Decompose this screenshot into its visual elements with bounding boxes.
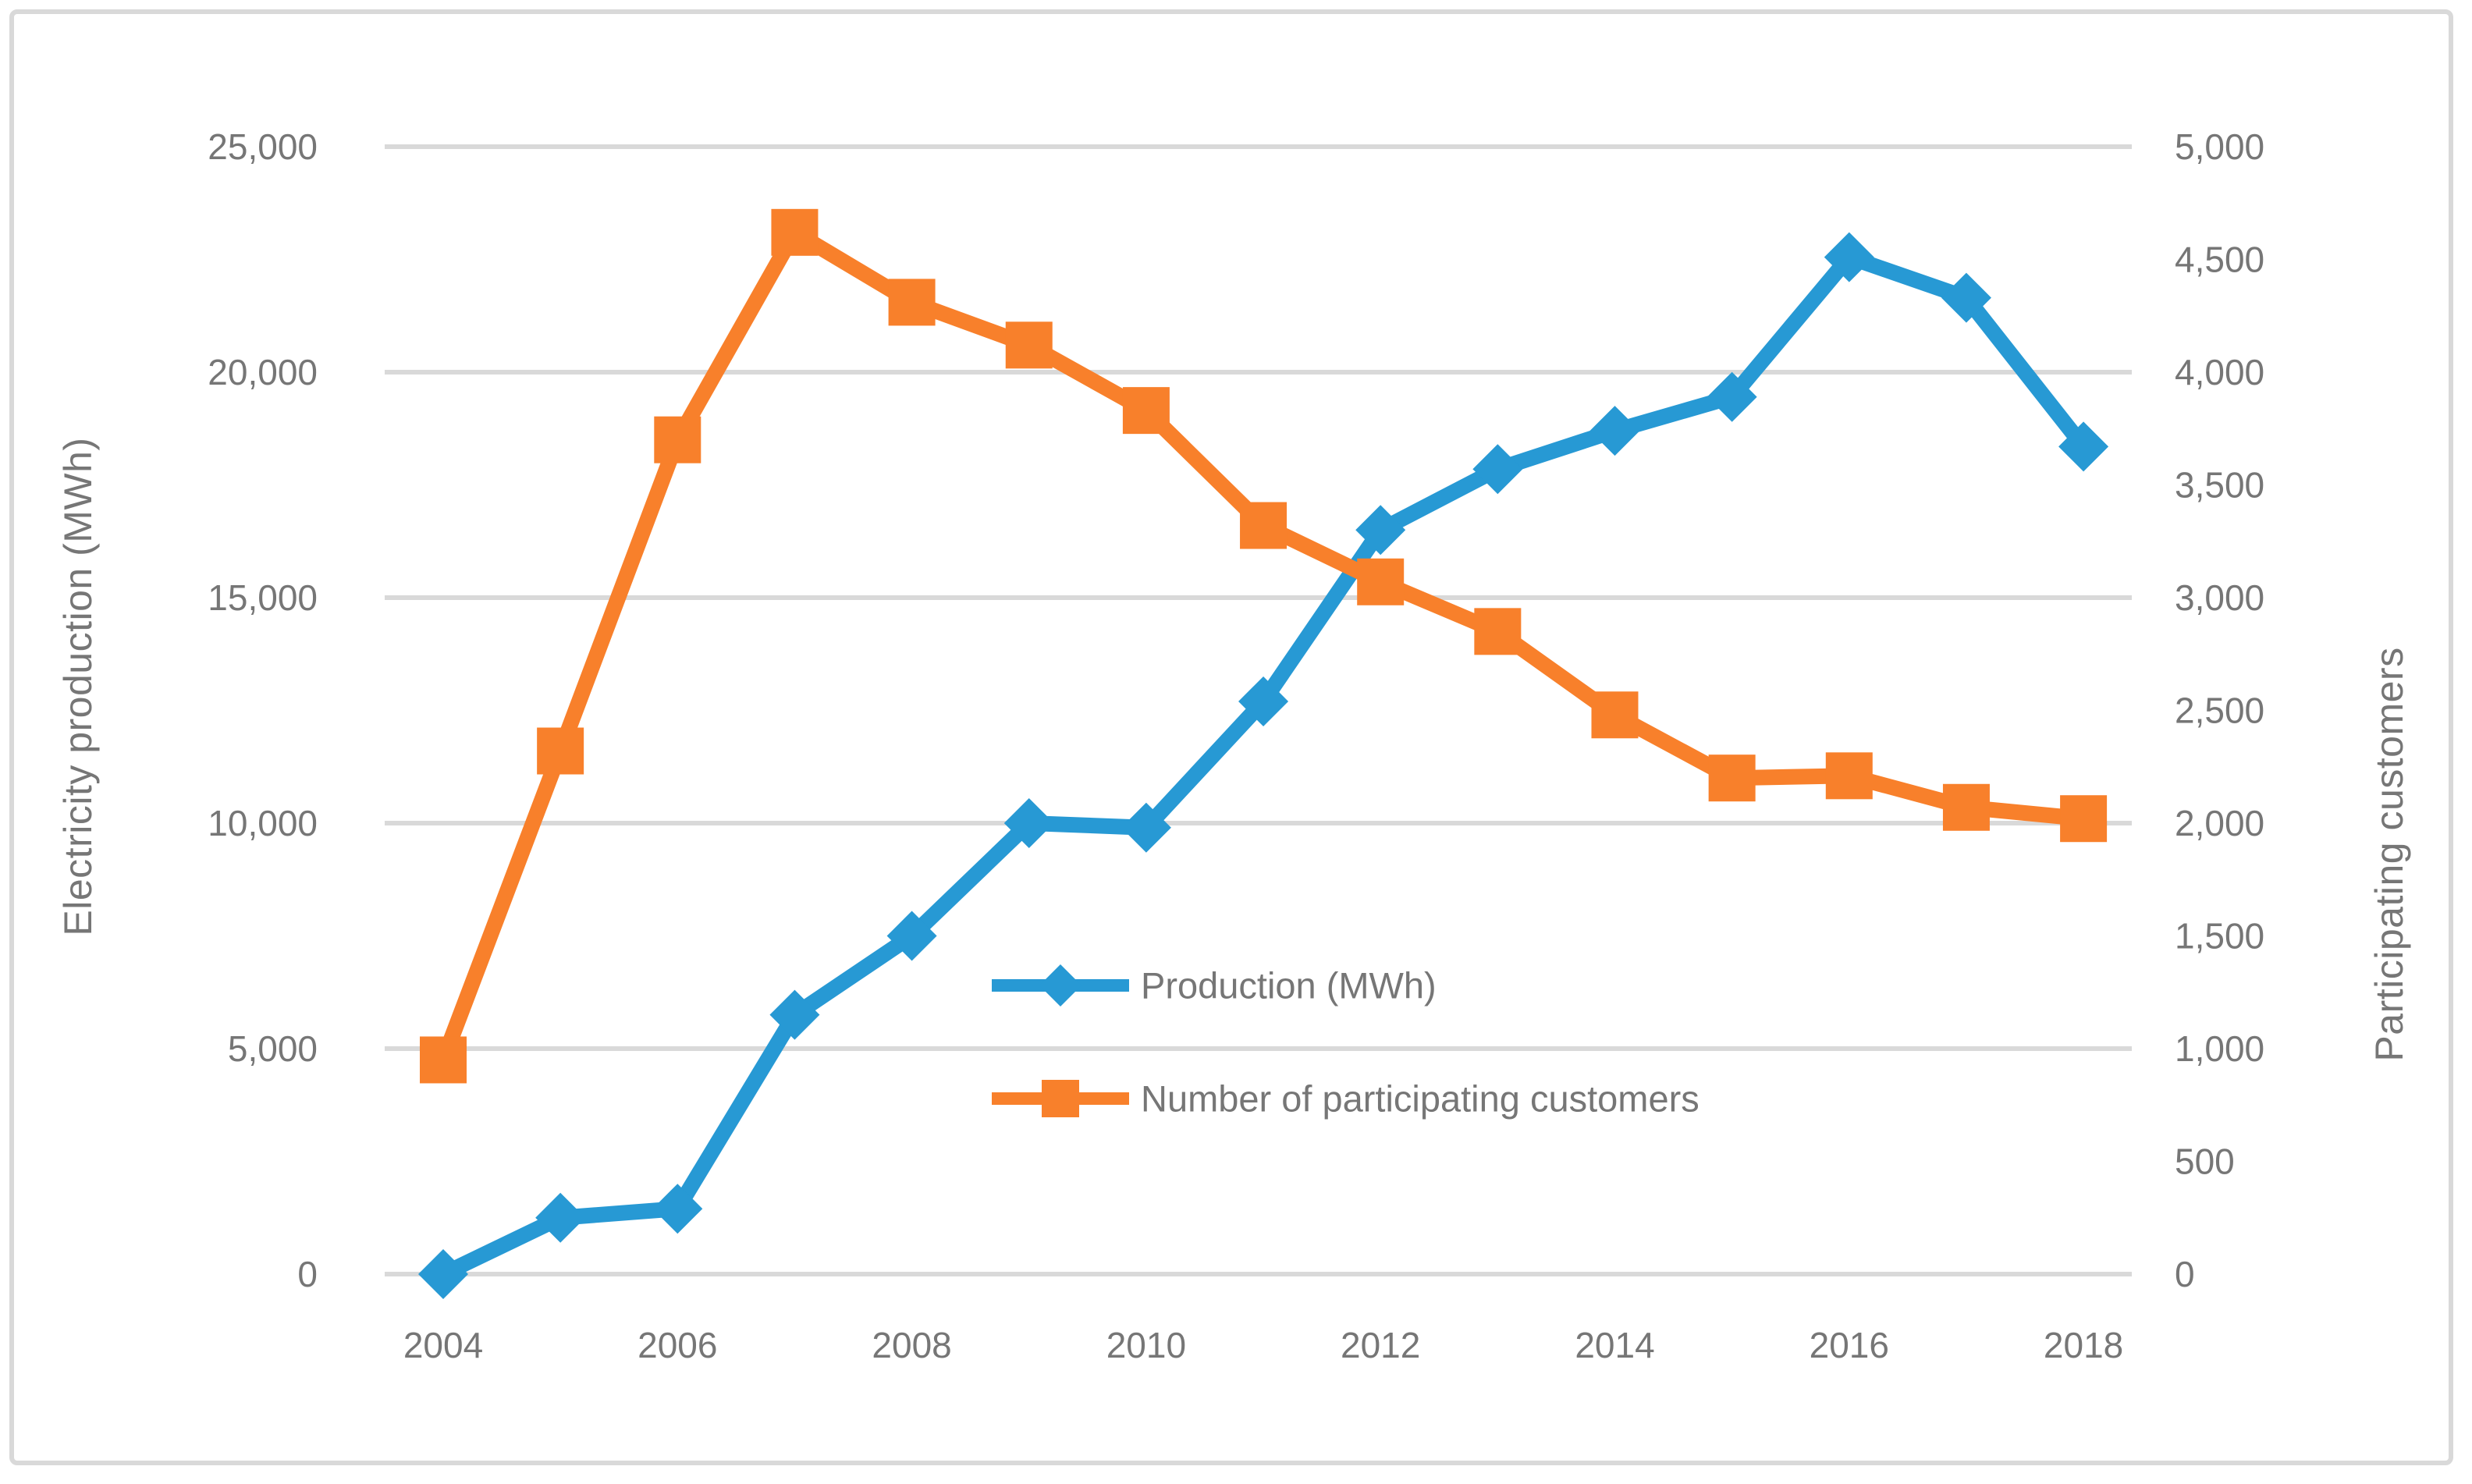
left-axis-title: Electricity production (MWh) [56, 437, 100, 936]
right-axis-tick-labels: 0 500 1,000 1,500 2,000 2,500 3,000 3,500 4,000 4… [2175, 126, 2264, 1294]
right-tick-label: 1,500 [2175, 916, 2264, 957]
data-point-diamond [886, 911, 937, 961]
right-axis-title: Participating customers [2367, 647, 2411, 1062]
series-lines [418, 208, 2109, 1299]
x-tick-label: 2012 [1341, 1325, 1420, 1365]
data-point-square [1825, 752, 1873, 800]
data-point-square [2060, 795, 2108, 843]
data-point-square [1240, 502, 1288, 549]
x-tick-label: 2018 [2044, 1325, 2123, 1365]
data-point-diamond [1472, 444, 1523, 495]
data-point-square [1005, 321, 1053, 369]
data-point-diamond [1238, 676, 1289, 726]
series-line-square [435, 221, 2085, 1063]
x-axis-tick-labels: 2004 2006 2008 2010 2012 2014 2016 2018 [403, 1325, 2123, 1365]
legend-diamond-icon [1039, 964, 1082, 1006]
data-point-diamond [1121, 802, 1171, 853]
gridlines [385, 144, 2132, 1276]
data-point-square [1942, 783, 1990, 831]
data-point-diamond [1589, 406, 1640, 456]
right-tick-label: 2,000 [2175, 803, 2264, 843]
data-point-square [888, 279, 936, 326]
data-point-square [771, 208, 819, 256]
right-tick-label: 1,000 [2175, 1028, 2264, 1069]
figure-border [9, 9, 2453, 1465]
data-point-diamond [1824, 232, 1874, 282]
data-point-square [537, 727, 584, 775]
data-point-square [420, 1036, 467, 1084]
data-point-diamond [418, 1249, 468, 1299]
left-tick-label: 0 [297, 1254, 318, 1294]
data-point-square [1474, 608, 1522, 655]
left-axis-tick-labels: 0 5,000 10,000 15,000 20,000 25,000 [208, 126, 318, 1294]
right-tick-label: 2,500 [2175, 691, 2264, 731]
legend-label: Number of participating customers [1141, 1077, 1700, 1119]
data-point-diamond [1941, 272, 1991, 323]
left-tick-label: 20,000 [208, 352, 318, 392]
x-tick-label: 2006 [638, 1325, 717, 1365]
data-point-diamond [1355, 505, 1406, 556]
data-point-square [1708, 754, 1756, 802]
right-tick-label: 5,000 [2175, 126, 2264, 167]
left-tick-label: 25,000 [208, 126, 318, 167]
data-point-diamond [1003, 798, 1054, 848]
data-point-diamond [1707, 371, 1757, 422]
left-tick-label: 10,000 [208, 803, 318, 843]
data-point-square [1357, 558, 1405, 605]
data-point-diamond [2058, 421, 2109, 472]
legend-square-icon [1042, 1080, 1079, 1117]
data-point-diamond [769, 989, 820, 1040]
left-tick-label: 5,000 [228, 1028, 318, 1069]
x-tick-label: 2010 [1106, 1325, 1186, 1365]
x-tick-label: 2014 [1575, 1325, 1654, 1365]
right-tick-label: 500 [2175, 1141, 2235, 1182]
data-point-square [654, 416, 701, 463]
x-tick-label: 2008 [872, 1325, 951, 1365]
data-point-square [1122, 387, 1170, 435]
right-tick-label: 3,000 [2175, 577, 2264, 618]
x-tick-label: 2016 [1810, 1325, 1889, 1365]
right-tick-label: 3,500 [2175, 465, 2264, 506]
legend-label: Production (MWh) [1141, 964, 1437, 1006]
x-tick-label: 2004 [403, 1325, 483, 1365]
left-tick-label: 15,000 [208, 577, 318, 618]
data-point-diamond [652, 1184, 703, 1234]
right-tick-label: 4,000 [2175, 352, 2264, 392]
data-point-square [1591, 691, 1639, 739]
right-tick-label: 4,500 [2175, 240, 2264, 280]
legend-item: Production (MWh) [992, 964, 1437, 1006]
right-tick-label: 0 [2175, 1254, 2195, 1294]
legend-item: Number of participating customers [992, 1077, 1700, 1119]
legend: Production (MWh) Number of participating … [992, 964, 1700, 1119]
data-point-diamond [535, 1192, 586, 1243]
